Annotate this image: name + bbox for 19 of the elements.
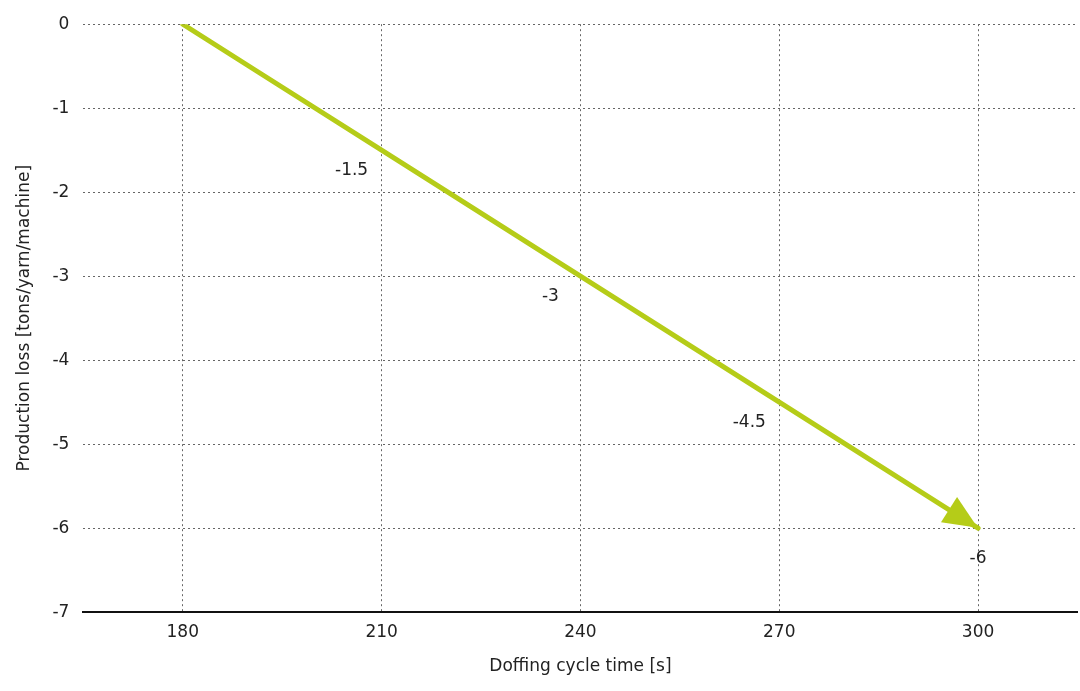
x-tick-label: 210 [365,620,398,641]
data-label: -3 [541,284,559,305]
y-tick-label: -4 [52,348,70,369]
x-tick-label: 300 [961,620,995,641]
y-tick-label: -2 [52,180,70,201]
y-tick-label: -6 [52,516,70,537]
x-tick-label: 240 [564,620,597,641]
data-label: -1.5 [335,158,369,179]
y-tick-label: -7 [52,600,70,621]
y-tick-label: -3 [52,264,70,285]
x-tick-label: 270 [763,620,796,641]
y-tick-label: -1 [52,96,70,117]
data-label: -6 [969,546,987,567]
y-axis-title: Production loss [tons/yarn/machine] [12,164,33,472]
x-tick-label: 180 [166,620,199,641]
y-tick-label: 0 [58,12,70,33]
y-tick-label: -5 [52,432,70,453]
data-label: -4.5 [732,410,766,431]
x-axis-title: Doffing cycle time [s] [489,655,672,676]
